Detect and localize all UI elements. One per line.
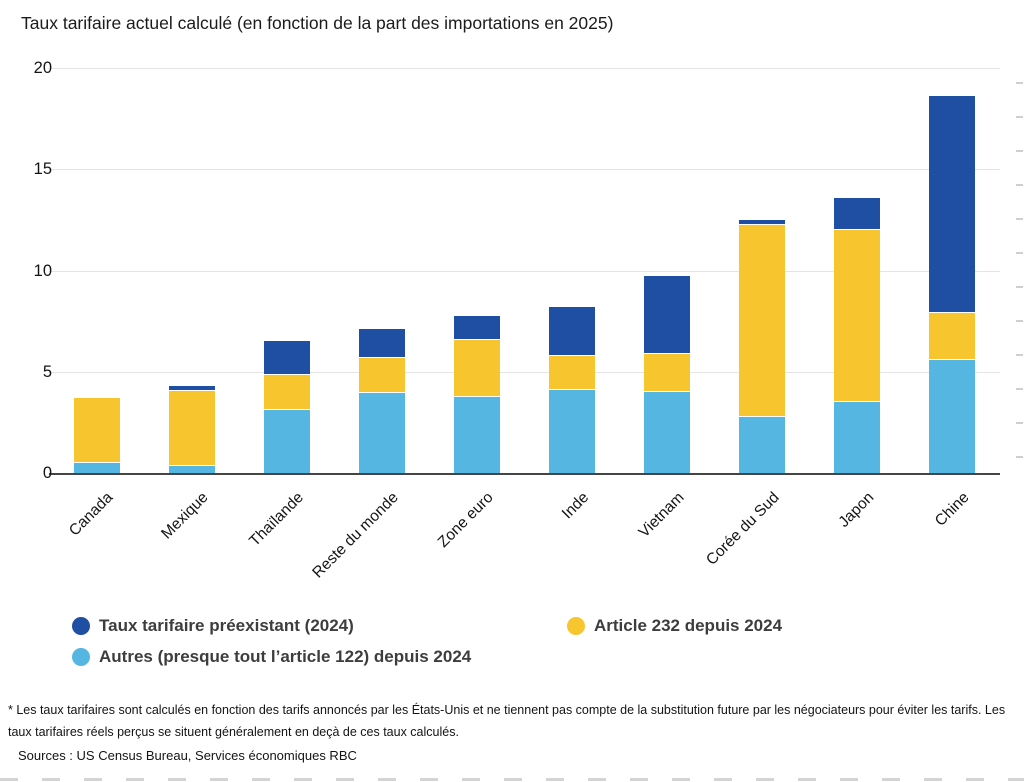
- legend-label-preexistant: Taux tarifaire préexistant (2024): [99, 616, 354, 635]
- gridline-20: [49, 68, 1000, 69]
- bar-segment-canada-s1: [73, 398, 120, 463]
- cropped-bottom-dashes: [0, 778, 1024, 781]
- bar-segment-reste-du-monde-s0: [358, 329, 405, 358]
- bar-segment-reste-du-monde-s1: [358, 357, 405, 394]
- edge-tick-artifact: [1016, 82, 1023, 84]
- bar-segment-vietnam-s1: [644, 353, 691, 392]
- bar-segment-canada-s2: [73, 462, 120, 473]
- bar-segment-mexique-s2: [168, 465, 215, 473]
- edge-tick-artifact: [1016, 320, 1023, 322]
- bar-segment-zone-euro-s1: [453, 340, 500, 398]
- bar-segment-cor-e-du-sud-s1: [739, 224, 786, 418]
- bar-segment-japon-s0: [834, 197, 881, 230]
- x-tick-tha-lande: Thaïlande: [245, 489, 307, 550]
- x-tick-vietnam: Vietnam: [635, 489, 688, 542]
- bar-segment-mexique-s1: [168, 391, 215, 466]
- edge-tick-artifact: [1016, 286, 1023, 288]
- bar-segment-tha-lande-s2: [263, 410, 310, 473]
- edge-tick-artifact: [1016, 354, 1023, 356]
- bar-segment-zone-euro-s0: [453, 316, 500, 341]
- x-tick-japon: Japon: [835, 489, 878, 531]
- y-tick-20: 20: [33, 59, 52, 77]
- legend-item-autres: Autres (presque tout l’article 122) depu…: [72, 647, 471, 667]
- legend-item-article232: Article 232 depuis 2024: [567, 616, 782, 636]
- y-tick-15: 15: [33, 160, 52, 179]
- bar-segment-chine-s2: [929, 359, 976, 473]
- bar-segment-tha-lande-s1: [263, 374, 310, 411]
- bar-segment-cor-e-du-sud-s0: [739, 219, 786, 225]
- plot-area: Canada Mexique Thaïlande Reste du monde Zone…: [49, 48, 1000, 581]
- x-tick-canada: Canada: [66, 489, 117, 540]
- y-tick-5: 5: [42, 362, 52, 381]
- bar-segment-chine-s0: [929, 96, 976, 314]
- footnote-text: * Les taux tarifaires sont calculés en f…: [8, 703, 1006, 739]
- edge-tick-artifact: [1016, 150, 1023, 152]
- legend-item-preexistant: Taux tarifaire préexistant (2024): [72, 616, 354, 636]
- edge-tick-artifact: [1016, 184, 1023, 186]
- bar-segment-zone-euro-s2: [453, 397, 500, 473]
- legend-swatch-lightblue: [72, 648, 90, 666]
- x-tick-zone-euro: Zone euro: [434, 489, 497, 551]
- edge-tick-artifact: [1016, 456, 1023, 458]
- bar-segment-mexique-s0: [168, 385, 215, 391]
- x-tick-mexique: Mexique: [158, 489, 212, 543]
- x-tick-reste-du-monde: Reste du monde: [309, 489, 402, 582]
- bar-segment-cor-e-du-sud-s2: [739, 417, 786, 473]
- bar-segment-vietnam-s0: [644, 275, 691, 354]
- bar-segment-vietnam-s2: [644, 392, 691, 473]
- edge-tick-artifact: [1016, 218, 1023, 220]
- gridline-10: [49, 270, 1000, 272]
- gridline-15: [49, 169, 1000, 171]
- sources-text: Sources : US Census Bureau, Services éco…: [18, 748, 357, 763]
- gridline-5: [49, 371, 1000, 373]
- legend-swatch-yellow: [567, 617, 585, 635]
- x-tick-cor-e-du-sud: Corée du Sud: [702, 489, 783, 569]
- legend-label-autres: Autres (presque tout l’article 122) depu…: [99, 647, 472, 666]
- edge-tick-artifact: [1016, 252, 1023, 254]
- edge-tick-artifact: [1016, 116, 1023, 118]
- bar-segment-japon-s1: [834, 230, 881, 403]
- bar-segment-inde-s0: [549, 306, 596, 356]
- bar-segment-tha-lande-s0: [263, 341, 310, 375]
- edge-tick-artifact: [1016, 388, 1023, 390]
- bar-segment-japon-s2: [834, 402, 881, 473]
- bar-segment-inde-s2: [549, 389, 596, 473]
- y-tick-10: 10: [33, 261, 52, 280]
- chart-title: Taux tarifaire actuel calculé (en foncti…: [21, 13, 614, 33]
- bar-segment-inde-s1: [549, 355, 596, 390]
- legend-swatch-navy: [72, 617, 90, 635]
- x-tick-chine: Chine: [931, 489, 973, 530]
- legend-label-article232: Article 232 depuis 2024: [594, 616, 783, 635]
- y-tick-0: 0: [42, 464, 52, 482]
- x-tick-inde: Inde: [558, 489, 593, 523]
- bar-segment-reste-du-monde-s2: [358, 393, 405, 473]
- bar-segment-chine-s1: [929, 313, 976, 360]
- edge-tick-artifact: [1016, 422, 1023, 424]
